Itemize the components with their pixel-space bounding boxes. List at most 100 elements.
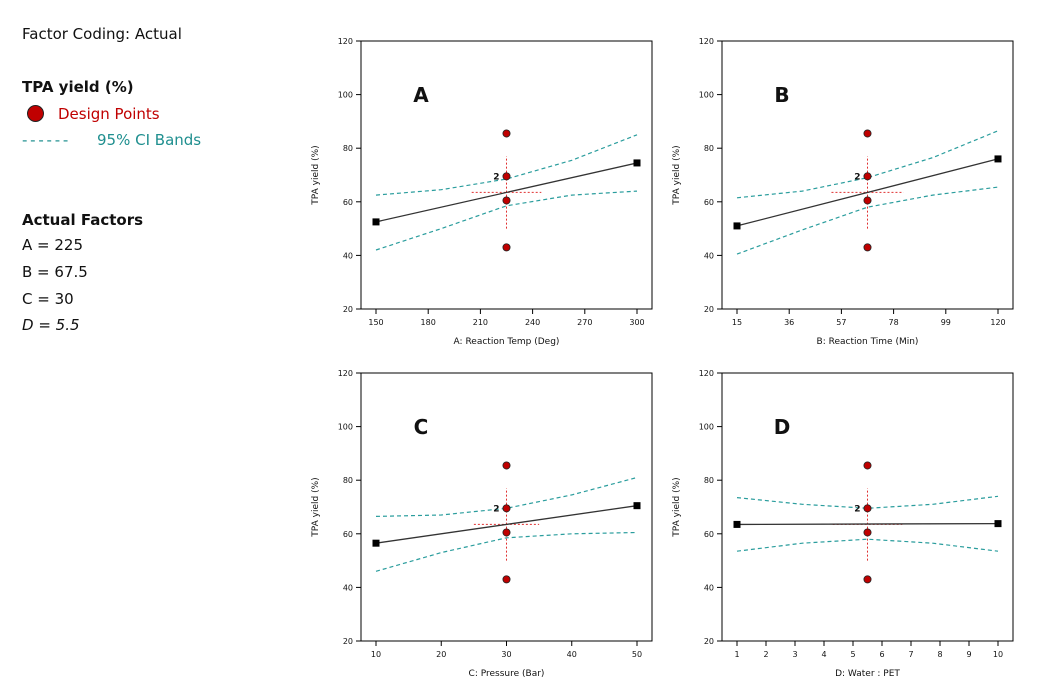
- y-tick-label: 20: [704, 305, 714, 314]
- x-axis-label: D: Water : PET: [835, 669, 900, 679]
- y-tick-label: 80: [704, 476, 714, 485]
- legend-ci-dash-icon: - - - - - -: [22, 131, 68, 149]
- ci-band-lower: [736, 538, 999, 552]
- design-point-count-label: 2: [493, 172, 499, 182]
- y-tick-label: 120: [338, 37, 353, 46]
- x-tick-label: 40: [567, 650, 577, 659]
- y-tick-label: 100: [699, 91, 714, 100]
- y-axis-label: TPA yield (%): [672, 145, 682, 205]
- design-point: [863, 172, 872, 181]
- x-tick-label: 50: [632, 650, 642, 659]
- actual-factors-title: Actual Factors: [22, 211, 144, 229]
- y-tick-label: 60: [343, 198, 353, 207]
- x-tick-label: 3: [792, 650, 797, 659]
- x-tick-label: 300: [629, 318, 644, 327]
- y-tick-label: 40: [704, 583, 714, 592]
- x-tick-label: 99: [941, 318, 951, 327]
- x-axis-label: A: Reaction Temp (Deg): [454, 337, 560, 347]
- x-tick-label: 36: [784, 318, 794, 327]
- y-tick-label: 40: [343, 583, 353, 592]
- y-tick-label: 20: [704, 637, 714, 646]
- x-tick-label: 5: [850, 650, 855, 659]
- y-tick-label: 60: [343, 530, 353, 539]
- panel-label: B: [774, 83, 789, 107]
- design-point: [502, 196, 511, 205]
- design-point-count-label: 2: [854, 504, 860, 514]
- panel-label: A: [413, 83, 429, 107]
- y-tick-label: 120: [699, 37, 714, 46]
- x-tick-label: 150: [368, 318, 383, 327]
- fit-endpoint-marker: [372, 218, 380, 226]
- x-tick-label: 210: [473, 318, 488, 327]
- y-tick-label: 120: [699, 369, 714, 378]
- fit-line: [375, 505, 638, 544]
- ci-band-lower: [375, 190, 638, 251]
- design-point: [502, 172, 511, 181]
- y-tick-label: 100: [699, 423, 714, 432]
- y-tick-label: 40: [704, 251, 714, 260]
- y-tick-label: 80: [343, 144, 353, 153]
- panel-label: C: [414, 415, 429, 439]
- x-tick-label: 120: [990, 318, 1005, 327]
- x-tick-label: 9: [966, 650, 971, 659]
- y-tick-label: 80: [704, 144, 714, 153]
- ci-band-upper: [736, 130, 999, 199]
- x-axis-label: B: Reaction Time (Min): [817, 337, 919, 347]
- design-point: [502, 129, 511, 138]
- design-point: [863, 129, 872, 138]
- x-tick-label: 15: [732, 318, 742, 327]
- x-tick-label: 30: [501, 650, 511, 659]
- x-tick-label: 2: [763, 650, 768, 659]
- fit-endpoint-marker: [733, 520, 741, 528]
- chart-panel-c: 20 40 60 80 100 120 10 20 30 40 50 C: Pressure (Bar…: [311, 369, 653, 679]
- factor-d-value: D = 5.5: [22, 316, 80, 334]
- panel-label: D: [774, 415, 791, 439]
- plot-frame: [360, 40, 653, 310]
- ci-band-lower: [736, 186, 999, 255]
- design-point-count-label: 2: [493, 504, 499, 514]
- y-axis-label: TPA yield (%): [672, 477, 682, 537]
- design-point: [502, 504, 511, 513]
- y-tick-label: 100: [338, 91, 353, 100]
- fit-endpoint-marker: [733, 222, 741, 230]
- design-point: [502, 243, 511, 252]
- x-tick-label: 270: [577, 318, 592, 327]
- y-tick-label: 80: [343, 476, 353, 485]
- x-tick-label: 78: [889, 318, 899, 327]
- ci-band-lower: [375, 531, 638, 572]
- design-point-count-label: 2: [854, 172, 860, 182]
- y-tick-label: 20: [343, 637, 353, 646]
- design-point: [502, 461, 511, 470]
- fit-endpoint-marker: [994, 155, 1002, 163]
- design-point: [863, 504, 872, 513]
- plot-frame: [721, 372, 1014, 642]
- x-tick-label: 7: [908, 650, 913, 659]
- design-point: [863, 575, 872, 584]
- y-tick-label: 60: [704, 530, 714, 539]
- x-tick-label: 10: [371, 650, 381, 659]
- x-tick-label: 180: [421, 318, 436, 327]
- x-tick-label: 6: [879, 650, 884, 659]
- factor-b-value: B = 67.5: [22, 263, 88, 281]
- fit-endpoint-marker: [633, 159, 641, 167]
- factor-c-value: C = 30: [22, 290, 74, 308]
- fit-endpoint-marker: [633, 502, 641, 510]
- x-tick-label: 20: [436, 650, 446, 659]
- y-tick-label: 60: [704, 198, 714, 207]
- y-tick-label: 120: [338, 369, 353, 378]
- x-tick-label: 57: [836, 318, 846, 327]
- x-tick-label: 4: [821, 650, 826, 659]
- x-axis-label: C: Pressure (Bar): [469, 669, 545, 679]
- design-point: [502, 575, 511, 584]
- ci-band-upper: [736, 495, 999, 509]
- legend-panel: Factor Coding: Actual TPA yield (%) Desi…: [0, 0, 300, 697]
- y-tick-label: 20: [343, 305, 353, 314]
- chart-panel-d: 20 40 60 80 100 120 1 2 3 4 5 6 7 8 9 10 D: Water : PET T…: [672, 369, 1014, 679]
- fit-line: [375, 162, 638, 223]
- x-tick-label: 240: [525, 318, 540, 327]
- legend-design-points: Design Points: [58, 105, 160, 123]
- y-tick-label: 40: [343, 251, 353, 260]
- fit-endpoint-marker: [994, 520, 1002, 528]
- x-tick-label: 1: [734, 650, 739, 659]
